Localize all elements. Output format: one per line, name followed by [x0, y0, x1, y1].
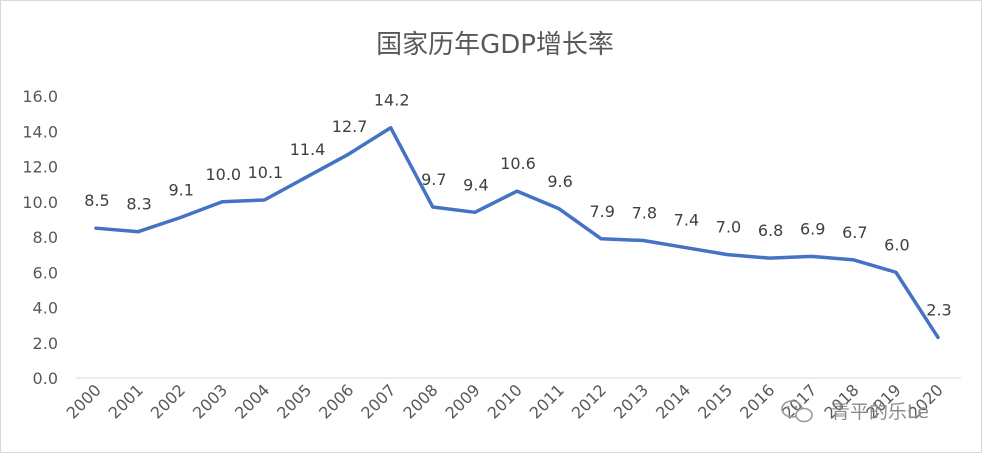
y-axis-ticks: 0.0 2.0 4.0 6.0 8.0 10.0 12.0 14.0 16.0 — [22, 87, 58, 388]
data-label: 7.4 — [674, 211, 699, 230]
data-label: 10.0 — [205, 165, 241, 184]
data-label: 6.0 — [884, 235, 909, 254]
chart-title: 国家历年GDP增长率 — [376, 30, 614, 60]
data-label: 8.3 — [126, 195, 151, 214]
y-tick-label: 4.0 — [33, 299, 58, 318]
x-tick-label: 2016 — [736, 380, 778, 422]
y-tick-label: 0.0 — [33, 369, 58, 388]
x-tick-label: 2003 — [189, 380, 231, 422]
y-tick-label: 12.0 — [22, 158, 58, 177]
x-tick-label: 2008 — [399, 380, 441, 422]
x-tick-label: 2014 — [652, 380, 694, 422]
data-label: 2.3 — [926, 300, 951, 319]
y-tick-label: 8.0 — [33, 228, 58, 247]
data-label: 10.6 — [500, 154, 536, 173]
y-tick-label: 16.0 — [22, 87, 58, 106]
x-tick-label: 2006 — [315, 380, 357, 422]
series-line — [94, 125, 940, 340]
data-label: 9.4 — [463, 175, 488, 194]
y-tick-label: 10.0 — [22, 193, 58, 212]
watermark-text: 青平的乐Le — [831, 401, 929, 423]
y-tick-label: 6.0 — [33, 263, 58, 282]
data-labels: 8.5 8.3 9.1 10.0 10.1 11.4 12.7 14.2 9.7 9.4 10.6 9… — [84, 91, 951, 320]
x-tick-label: 2002 — [147, 380, 189, 422]
data-label: 7.0 — [716, 218, 741, 237]
data-label: 9.1 — [168, 181, 193, 200]
data-label: 9.7 — [421, 170, 446, 189]
watermark: 青平的乐Le — [781, 400, 929, 423]
x-tick-label: 2007 — [357, 380, 399, 422]
data-label: 6.7 — [842, 223, 867, 242]
y-tick-label: 2.0 — [33, 334, 58, 353]
y-tick-label: 14.0 — [22, 122, 58, 141]
x-tick-label: 2012 — [568, 380, 610, 422]
data-label: 10.1 — [248, 163, 284, 182]
x-tick-label: 2013 — [610, 380, 652, 422]
wechat-icon — [781, 400, 813, 423]
x-tick-label: 2004 — [231, 380, 273, 422]
data-label: 6.9 — [800, 219, 825, 238]
data-label: 8.5 — [84, 191, 109, 210]
x-tick-label: 2015 — [694, 380, 736, 422]
data-label: 12.7 — [332, 117, 368, 136]
data-label: 6.8 — [758, 221, 783, 240]
x-tick-label: 2011 — [526, 380, 568, 422]
data-label: 7.8 — [632, 204, 657, 223]
x-tick-label: 2010 — [484, 380, 526, 422]
data-label: 7.9 — [589, 202, 614, 221]
x-tick-label: 2009 — [442, 380, 484, 422]
x-tick-label: 2005 — [273, 380, 315, 422]
data-label: 9.6 — [547, 172, 572, 191]
data-label: 14.2 — [374, 91, 410, 110]
x-tick-label: 2000 — [63, 380, 105, 422]
x-axis-ticks: 2000 2001 2002 2003 2004 2005 2006 2007 2008 2009… — [63, 380, 947, 422]
data-label: 11.4 — [290, 140, 326, 159]
x-tick-label: 2001 — [105, 380, 147, 422]
